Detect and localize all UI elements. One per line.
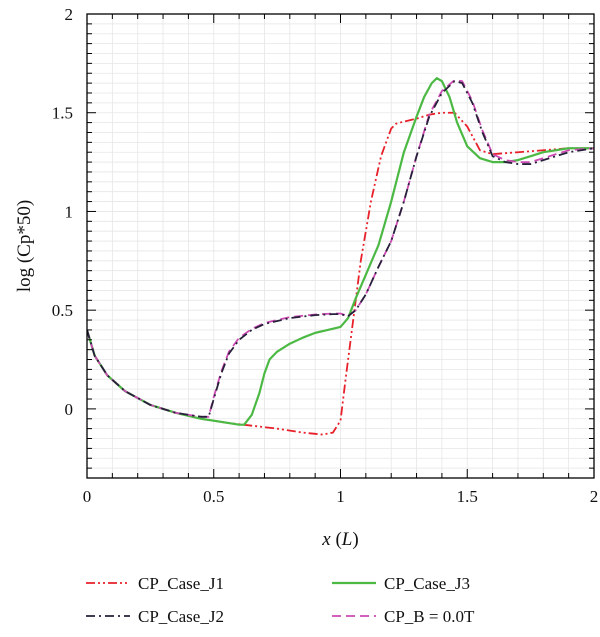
x-axis-label-open: ( (331, 529, 342, 550)
x-tick-label: 2 (590, 487, 599, 506)
legend-label-2: CP_Case_J2 (138, 607, 224, 626)
y-tick-label: 1 (65, 202, 74, 221)
legend-label-4: CP_B = 0.0T (384, 607, 475, 626)
y-tick-label: 2 (65, 5, 74, 24)
x-tick-label: 0.5 (203, 487, 224, 506)
x-tick-label: 1.5 (457, 487, 478, 506)
y-tick-label: 0.5 (52, 301, 73, 320)
series-layer (87, 77, 594, 436)
legend: CP_Case_J1 CP_Case_J2 CP_Case_J3 CP_B = 0.0… (86, 574, 475, 626)
x-axis-label-close: ) (352, 529, 358, 550)
legend-label-3: CP_Case_J3 (384, 574, 470, 593)
series-line-2 (87, 80, 594, 418)
tick-labels: 0 0.5 1 1.5 2 0 0.5 1 1.5 2 (52, 5, 599, 506)
y-tick-label: 1.5 (52, 104, 73, 123)
legend-label-1: CP_Case_J1 (138, 574, 224, 593)
ticks (86, 13, 595, 479)
series-line-3 (87, 77, 594, 426)
grid (86, 13, 595, 479)
x-tick-label: 1 (336, 487, 345, 506)
y-axis-label: log (Cp*50) (14, 200, 35, 292)
x-axis-label: x (L) (321, 529, 358, 550)
x-tick-label: 0 (83, 487, 92, 506)
x-axis-label-var: x (321, 529, 331, 550)
y-tick-label: 0 (65, 400, 74, 419)
x-axis-label-unit: L (341, 529, 353, 550)
